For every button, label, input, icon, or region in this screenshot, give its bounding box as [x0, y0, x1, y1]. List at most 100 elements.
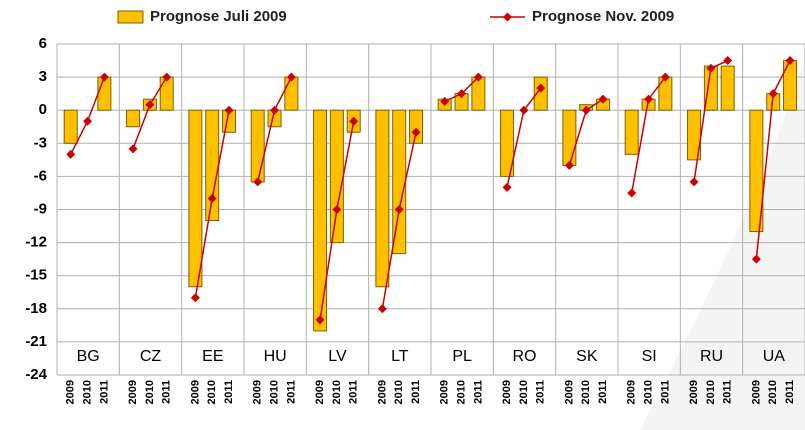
line-marker	[689, 177, 699, 187]
legend-swatch	[117, 10, 144, 24]
x-tick-label: 2011	[98, 380, 110, 404]
line-marker	[440, 96, 450, 106]
x-tick-label: 2009	[189, 380, 201, 404]
group-label: UA	[763, 348, 786, 365]
x-tick-label: 2009	[750, 380, 762, 404]
x-tick-label: 2009	[626, 380, 638, 404]
y-tick-label: -18	[25, 300, 47, 317]
x-tick-label: 2010	[580, 380, 592, 404]
line-marker	[190, 293, 200, 303]
line-marker	[706, 63, 716, 73]
group-label: CZ	[140, 348, 162, 365]
bar	[720, 65, 735, 111]
x-tick-label: 2010	[705, 380, 717, 404]
line-marker	[377, 304, 387, 314]
x-tick-label: 2010	[144, 380, 156, 404]
line-marker	[394, 205, 404, 214]
bar	[500, 109, 515, 177]
y-tick-label: -15	[25, 267, 47, 284]
y-tick-label: -21	[25, 333, 47, 350]
x-tick-label: 2011	[410, 380, 422, 404]
line-marker	[581, 105, 591, 115]
bar	[188, 109, 203, 288]
line-marker	[502, 182, 512, 192]
line-marker	[768, 89, 778, 99]
x-tick-label: 2010	[767, 380, 779, 404]
bar	[205, 109, 220, 222]
x-tick-label: 2011	[784, 380, 796, 404]
y-tick-label: 0	[39, 101, 47, 118]
bar	[533, 76, 548, 111]
x-tick-label: 2011	[722, 380, 734, 404]
group-label: RU	[700, 348, 723, 365]
x-tick-label: 2010	[206, 380, 218, 404]
line-marker	[598, 94, 608, 104]
background-swoosh	[640, 60, 805, 430]
line-marker	[270, 105, 280, 115]
line-marker	[751, 254, 761, 264]
line-marker	[644, 94, 654, 104]
line-marker	[99, 72, 109, 82]
line-marker	[286, 72, 296, 82]
y-tick-label: -9	[34, 200, 47, 217]
line-marker	[128, 144, 138, 154]
x-tick-label: 2011	[285, 380, 297, 404]
x-tick-label: 2011	[223, 380, 235, 404]
line-marker	[723, 56, 733, 66]
y-tick-label: 3	[39, 68, 47, 85]
group-label: LV	[328, 348, 347, 365]
group-label: SI	[642, 348, 657, 365]
group-label: RO	[513, 348, 537, 365]
x-tick-label: 2011	[348, 380, 360, 404]
x-tick-label: 2010	[642, 380, 654, 404]
bar	[63, 109, 78, 144]
line-marker	[564, 160, 574, 170]
group-label: BG	[77, 348, 100, 365]
x-tick-label: 2010	[455, 380, 467, 404]
x-tick-label: 2011	[659, 380, 671, 404]
y-tick-label: 6	[39, 35, 47, 52]
x-tick-label: 2009	[688, 380, 700, 404]
bar	[375, 109, 390, 288]
line-marker	[66, 149, 76, 159]
line-marker	[627, 188, 637, 198]
y-tick-label: -24	[25, 366, 47, 383]
legend-marker	[503, 12, 512, 22]
x-tick-label: 2010	[518, 380, 530, 404]
x-tick-label: 2010	[81, 380, 93, 404]
bar	[159, 76, 174, 111]
group-label: LT	[391, 348, 409, 365]
x-tick-label: 2009	[563, 380, 575, 404]
line-marker	[162, 72, 172, 82]
line-marker	[660, 72, 670, 82]
group-label: EE	[202, 348, 223, 365]
x-tick-label: 2011	[161, 380, 173, 404]
line-marker	[332, 205, 342, 214]
x-tick-label: 2009	[439, 380, 451, 404]
bar	[313, 109, 328, 332]
line-marker	[349, 116, 359, 126]
group-label: SK	[576, 348, 598, 365]
line-marker	[253, 177, 263, 187]
bar	[126, 109, 141, 128]
x-tick-label: 2009	[65, 380, 77, 404]
x-tick-label: 2010	[393, 380, 405, 404]
line-marker	[145, 100, 155, 110]
line-marker	[315, 315, 325, 325]
x-tick-label: 2009	[501, 380, 513, 404]
bar	[749, 109, 764, 233]
bar	[250, 109, 265, 183]
x-tick-label: 2010	[331, 380, 343, 404]
line-marker	[207, 193, 217, 203]
x-tick-label: 2009	[252, 380, 264, 404]
x-tick-label: 2009	[376, 380, 388, 404]
group-label: HU	[264, 348, 287, 365]
x-tick-label: 2011	[472, 380, 484, 404]
bar	[329, 109, 344, 244]
line-marker	[457, 89, 467, 99]
line-marker	[536, 83, 546, 93]
line-marker	[83, 116, 93, 126]
bar	[97, 76, 112, 111]
line-marker	[519, 105, 529, 115]
line-marker	[473, 72, 483, 82]
